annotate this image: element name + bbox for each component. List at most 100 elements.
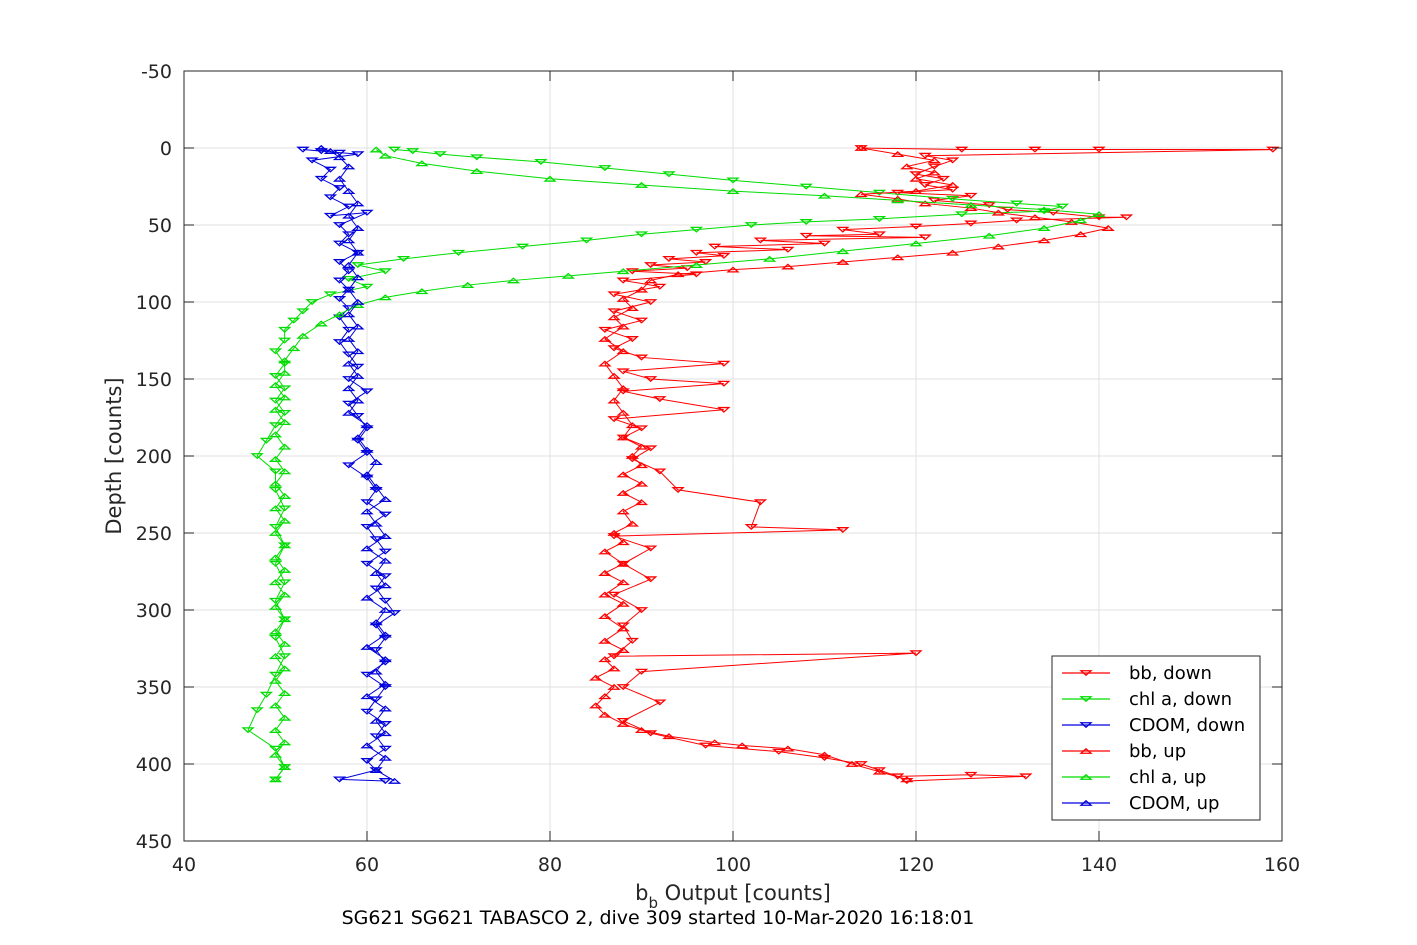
data-point <box>378 294 392 301</box>
data-point <box>515 243 530 250</box>
data-point <box>817 754 832 761</box>
y-tick-label: 100 <box>136 292 172 314</box>
data-point <box>277 566 292 573</box>
data-point <box>277 763 292 770</box>
legend: bb, down chl a, down CDOM, down bb, up chl a… <box>1051 655 1261 821</box>
data-point <box>268 677 283 684</box>
data-point <box>460 281 475 288</box>
data-point <box>332 314 347 321</box>
data-point <box>689 249 704 256</box>
data-point <box>964 771 978 778</box>
data-point <box>891 197 905 204</box>
data-point <box>268 702 283 709</box>
y-tick-label: 200 <box>136 446 172 468</box>
data-point <box>360 545 374 552</box>
data-point <box>1092 146 1106 153</box>
data-point <box>607 397 621 404</box>
data-point <box>698 259 713 266</box>
data-point <box>378 582 392 589</box>
data-point <box>817 751 832 758</box>
data-point <box>332 259 347 266</box>
data-point <box>607 314 621 321</box>
data-point <box>342 187 356 195</box>
y-tick-labels: -50 0 50 100 150 200 250 300 350 400 450 <box>136 61 172 853</box>
data-point <box>277 505 292 512</box>
data-point <box>1037 224 1051 231</box>
data-point <box>369 767 383 774</box>
data-point <box>1028 146 1042 153</box>
data-point <box>268 486 283 494</box>
data-point <box>772 748 786 755</box>
data-point <box>872 768 887 775</box>
data-point <box>277 739 292 746</box>
series-line <box>247 149 1063 780</box>
data-point <box>891 151 905 158</box>
series-bb-up <box>589 144 1115 783</box>
data-point <box>342 163 356 170</box>
data-point <box>277 579 292 586</box>
y-tick-label: 300 <box>136 600 172 622</box>
data-point <box>296 146 310 153</box>
data-point <box>762 255 777 262</box>
data-point <box>717 380 731 387</box>
data-point <box>369 717 383 724</box>
data-point <box>598 637 612 644</box>
data-point <box>900 778 914 785</box>
data-point <box>982 232 996 239</box>
data-point <box>689 271 704 278</box>
data-point <box>360 671 374 678</box>
data-point <box>406 148 420 155</box>
data-point <box>1074 217 1088 224</box>
data-point <box>268 529 283 536</box>
x-tick-label: 160 <box>1264 854 1300 876</box>
data-point <box>607 372 621 379</box>
y-axis-label: Depth [counts] <box>102 377 126 534</box>
data-point <box>909 175 923 182</box>
data-point <box>351 249 365 256</box>
data-point <box>598 693 612 700</box>
data-point <box>378 684 392 691</box>
data-point <box>369 696 383 703</box>
x-tick-labels: 40 60 80 100 120 140 160 <box>172 854 1300 876</box>
data-point <box>900 776 914 783</box>
data-point <box>268 628 283 635</box>
data-point <box>616 471 630 478</box>
data-point <box>323 147 338 154</box>
data-point <box>268 597 283 604</box>
y-tick-label: 350 <box>136 677 172 699</box>
data-point <box>698 742 713 749</box>
data-point <box>1037 206 1051 213</box>
data-point <box>351 298 365 305</box>
data-point <box>964 204 978 211</box>
data-point <box>360 594 374 601</box>
data-point <box>351 323 365 330</box>
data-point <box>927 157 941 164</box>
data-point <box>387 146 402 153</box>
data-point <box>305 157 319 164</box>
data-point <box>268 776 283 783</box>
data-point <box>643 277 658 284</box>
data-point <box>268 422 283 429</box>
x-tick-label: 120 <box>898 854 934 876</box>
data-point <box>268 560 283 567</box>
data-point <box>277 468 292 475</box>
data-point <box>616 720 630 727</box>
data-point <box>891 195 905 202</box>
data-point <box>342 335 356 342</box>
data-point <box>964 192 978 199</box>
data-point <box>287 345 301 352</box>
data-point <box>671 486 685 494</box>
data-point <box>616 295 630 302</box>
data-point <box>277 409 292 417</box>
data-point <box>653 283 667 290</box>
data-point <box>342 376 356 383</box>
data-point <box>277 665 292 672</box>
data-point <box>598 711 612 718</box>
data-point <box>351 363 365 370</box>
data-point <box>351 200 365 207</box>
x-tick-label: 40 <box>172 854 196 876</box>
data-point <box>616 539 630 546</box>
data-point <box>1074 231 1088 238</box>
data-point <box>378 557 392 564</box>
legend-label: bb, down <box>1129 663 1212 684</box>
